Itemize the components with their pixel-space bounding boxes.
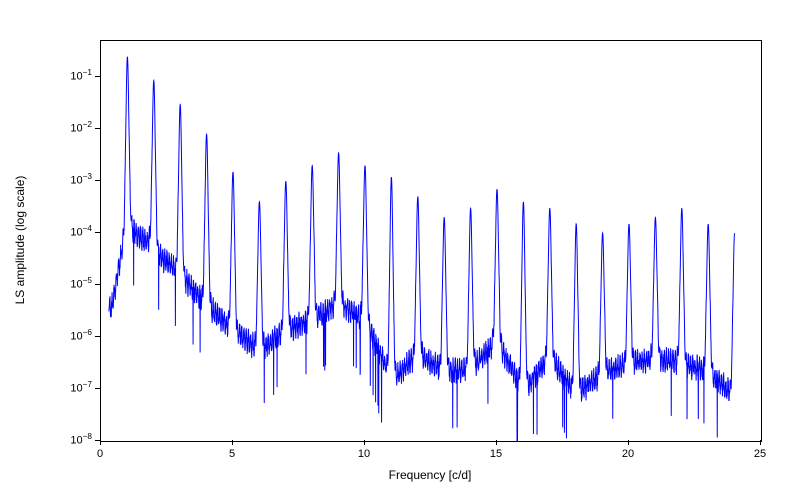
x-tick-label: 10: [354, 448, 374, 460]
x-tick: [496, 440, 497, 445]
x-tick: [760, 440, 761, 445]
x-tick-label: 5: [222, 448, 242, 460]
y-tick-label: 10−7: [50, 380, 92, 395]
y-tick-label: 10−1: [50, 68, 92, 83]
y-tick: [95, 388, 100, 389]
x-axis-label: Frequency [c/d]: [100, 468, 760, 482]
y-axis-label: LS amplitude (log scale): [13, 176, 27, 305]
x-tick-label: 20: [618, 448, 638, 460]
y-tick-label: 10−5: [50, 276, 92, 291]
spectrum-line: [101, 41, 761, 441]
spectrum-path: [109, 57, 735, 441]
y-tick-label: 10−2: [50, 120, 92, 135]
y-tick-label: 10−6: [50, 328, 92, 343]
y-tick: [95, 284, 100, 285]
y-tick: [95, 180, 100, 181]
x-tick-label: 0: [90, 448, 110, 460]
x-tick: [100, 440, 101, 445]
x-tick-label: 15: [486, 448, 506, 460]
y-tick: [95, 440, 100, 441]
figure: LS amplitude (log scale) Frequency [c/d]…: [0, 0, 800, 500]
x-tick: [364, 440, 365, 445]
x-tick-label: 25: [750, 448, 770, 460]
y-tick: [95, 232, 100, 233]
y-tick-label: 10−8: [50, 432, 92, 447]
y-tick: [95, 128, 100, 129]
y-tick: [95, 76, 100, 77]
plot-area: [100, 40, 762, 442]
y-tick-label: 10−3: [50, 172, 92, 187]
y-tick: [95, 336, 100, 337]
y-tick-label: 10−4: [50, 224, 92, 239]
x-tick: [628, 440, 629, 445]
x-tick: [232, 440, 233, 445]
